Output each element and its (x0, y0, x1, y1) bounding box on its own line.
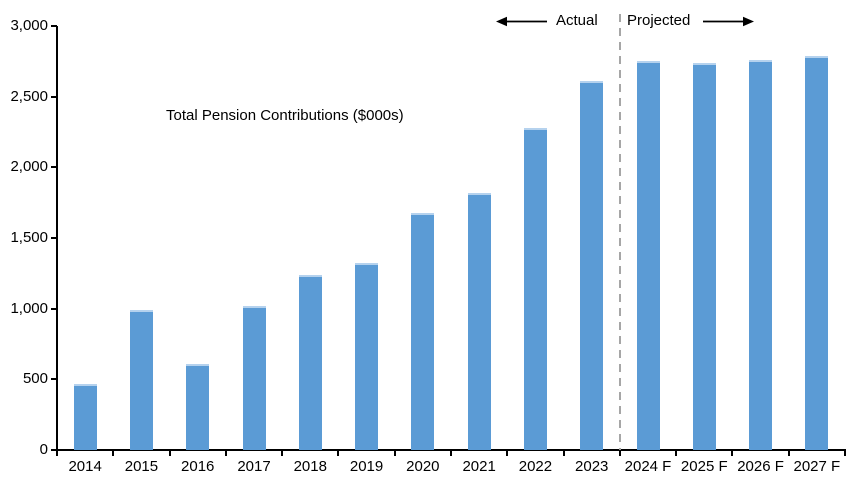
bar-2027-F (805, 55, 829, 450)
x-axis-tick-label: 2020 (406, 458, 440, 475)
bar-2024-F (636, 61, 660, 450)
y-axis-tick (51, 95, 57, 98)
y-axis-line (56, 26, 58, 451)
x-axis-tick-label: 2024 F (624, 458, 672, 475)
y-axis-tick-label: 1,500 (10, 229, 48, 246)
projected-right-arrow-icon (703, 16, 754, 27)
x-axis-tick-label: 2016 (181, 458, 215, 475)
y-axis-tick-label: 2,000 (10, 158, 48, 176)
x-axis-tick (56, 451, 58, 456)
x-axis-tick-label: 2025 F (680, 458, 728, 475)
bar-2016 (186, 363, 210, 450)
bar-2026-F (749, 59, 773, 450)
bar-2025-F (692, 62, 716, 450)
x-axis-tick-label: 2023 (575, 458, 609, 475)
x-axis-tick-label: 2027 F (793, 458, 841, 475)
legend-series-label: Total Pension Contributions ($000s) (166, 107, 404, 124)
x-axis-tick (337, 451, 340, 456)
x-axis-tick-label: 2026 F (737, 458, 784, 475)
x-axis-tick-label: 2021 (462, 458, 496, 475)
y-axis-tick-label: 1,000 (10, 299, 48, 317)
bar-2019 (355, 263, 379, 450)
y-axis-tick (51, 25, 57, 27)
y-axis-tick-label: 500 (22, 370, 48, 388)
x-axis-line (55, 449, 846, 451)
x-axis-tick-label: 2019 (349, 458, 384, 475)
y-axis-tick (51, 237, 57, 239)
x-axis-tick-label: 2022 (518, 458, 553, 475)
y-axis-tick-label: 3,000 (10, 17, 48, 34)
x-axis-tick (562, 451, 565, 456)
x-axis-tick (731, 451, 734, 456)
actual-projected-divider-line (618, 14, 621, 450)
x-axis-tick-label: 2014 (68, 458, 102, 475)
y-axis-tick (51, 378, 57, 381)
bar-2015 (129, 310, 153, 450)
x-axis-tick (168, 451, 171, 456)
bar-2017 (242, 305, 266, 450)
x-axis-tick (675, 451, 678, 456)
y-axis-tick (51, 307, 57, 310)
x-axis-tick-label: 2015 (124, 458, 159, 475)
x-axis-tick (787, 451, 790, 456)
y-axis-tick-label: 0 (39, 441, 48, 458)
actual-left-arrow-icon (496, 16, 547, 27)
bar-2014 (73, 383, 97, 450)
x-axis-tick (112, 451, 115, 456)
x-axis-tick (844, 451, 846, 456)
x-axis-tick (281, 451, 284, 456)
x-axis-tick (224, 451, 227, 456)
bar-2021 (467, 193, 491, 450)
y-axis-tick (51, 449, 57, 451)
legend: Total Pension Contributions ($000s) (149, 107, 404, 125)
projected-label: Projected (627, 12, 691, 29)
actual-label: Actual (556, 12, 598, 29)
y-axis-tick-label: 2,500 (10, 87, 48, 105)
x-axis-tick (450, 451, 452, 456)
bar-2018 (298, 274, 322, 450)
bar-2022 (523, 128, 547, 450)
bar-2020 (411, 212, 435, 450)
x-axis-tick (618, 451, 621, 456)
bar-2023 (580, 81, 604, 450)
legend-series-marker-icon (149, 111, 160, 122)
x-axis-tick-label: 2018 (293, 458, 327, 475)
x-axis-tick (506, 451, 509, 456)
x-axis-tick (393, 451, 396, 456)
x-axis-tick-label: 2017 (237, 458, 271, 475)
y-axis-tick (51, 166, 57, 169)
